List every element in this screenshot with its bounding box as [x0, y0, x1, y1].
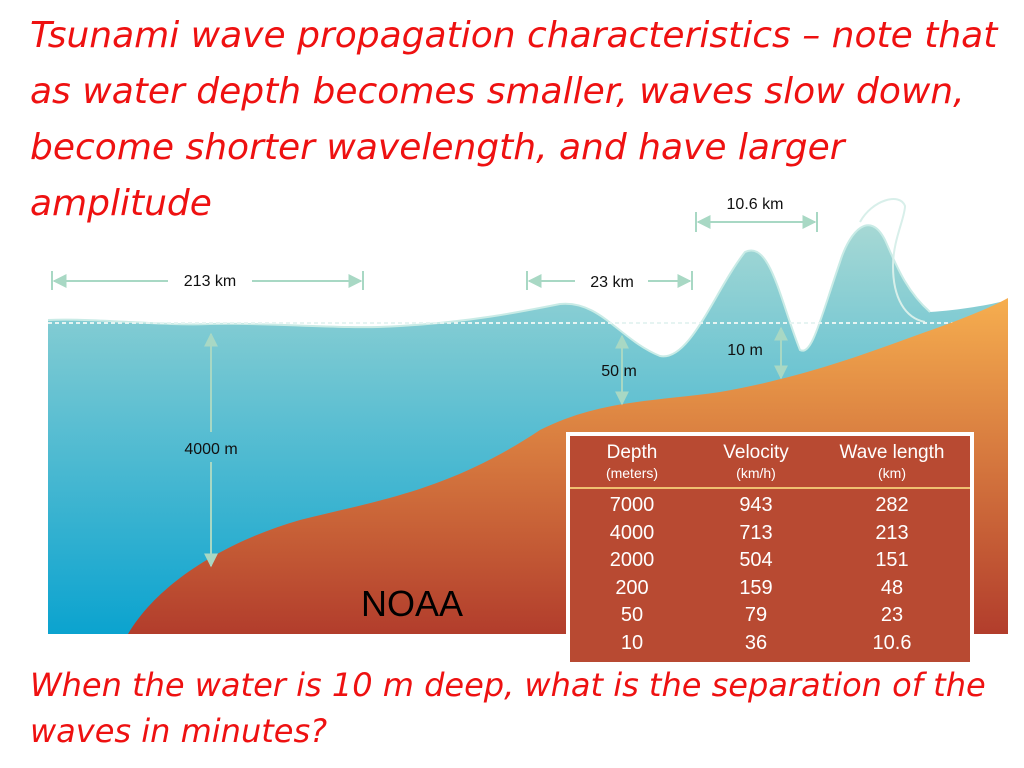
cell-depth: 4000: [609, 521, 655, 544]
dimension-213km: 213 km: [51, 271, 364, 290]
header-depth-unit: (meters): [605, 465, 659, 481]
cell-wavelength: 23: [880, 604, 904, 626]
cell-velocity: 79: [744, 604, 768, 626]
cell-velocity: 943: [739, 494, 773, 516]
cell-wavelength: 10.6: [872, 631, 912, 654]
header-wavelength-unit: (km): [878, 465, 906, 481]
header-velocity-unit: (km/h): [736, 465, 776, 481]
label-213km: 213 km: [184, 273, 236, 290]
table-row: 7000 943 282: [570, 492, 970, 520]
label-10m: 10 m: [727, 342, 763, 359]
header-wavelength-label: Wave length: [839, 442, 945, 463]
cell-velocity: 504: [739, 549, 773, 571]
header-depth-label: Depth: [606, 442, 658, 463]
label-23km: 23 km: [590, 274, 634, 291]
table-row: 2000 504 151: [570, 547, 970, 575]
cell-depth: 2000: [609, 549, 655, 571]
dimension-23km: 23 km: [526, 271, 693, 291]
cell-wavelength: 151: [875, 549, 909, 571]
dimension-4000m: 4000 m: [184, 332, 238, 568]
dimension-50m: 50 m: [601, 334, 637, 406]
slide-title: Tsunami wave propagation characteristics…: [30, 15, 998, 224]
header-divider: [570, 487, 970, 489]
propagation-table: Depth (meters) Velocity (km/h) Wave leng…: [566, 432, 974, 666]
header-velocity: Velocity (km/h): [694, 442, 818, 482]
cell-wavelength: 282: [875, 494, 909, 516]
cell-depth: 50: [620, 604, 644, 626]
header-depth: Depth (meters): [570, 442, 694, 482]
label-4000m: 4000 m: [184, 441, 237, 458]
cell-velocity: 159: [739, 576, 773, 599]
cell-wavelength: 213: [875, 521, 909, 544]
header-wavelength: Wave length (km): [818, 442, 966, 482]
header-velocity-label: Velocity: [723, 442, 789, 463]
cell-depth: 7000: [609, 494, 655, 516]
label-10-6km: 10.6 km: [727, 196, 784, 213]
credit-noaa: NOAA: [361, 583, 463, 624]
table-row: 10 36 10.6: [570, 630, 970, 658]
table-header: Depth (meters) Velocity (km/h) Wave leng…: [570, 442, 970, 486]
dimension-10m: 10 m: [727, 326, 788, 380]
table-row: 200 159 48: [570, 575, 970, 603]
question-text: When the water is 10 m deep, what is the…: [30, 666, 986, 750]
label-50m: 50 m: [601, 363, 637, 380]
cell-velocity: 713: [739, 521, 773, 544]
table-body: 7000 943 282 4000 713 213 2000 504 151 2…: [570, 492, 970, 657]
dimension-10-6km: 10.6 km: [695, 196, 818, 232]
table-row: 50 79 23: [570, 602, 970, 630]
cell-depth: 10: [620, 631, 644, 654]
cell-wavelength: 48: [880, 576, 904, 599]
wave-surface: [47, 224, 931, 358]
table-row: 4000 713 213: [570, 520, 970, 548]
breaking-wave-outline: [859, 198, 926, 323]
cell-depth: 200: [615, 576, 649, 599]
cell-velocity: 36: [744, 631, 768, 654]
